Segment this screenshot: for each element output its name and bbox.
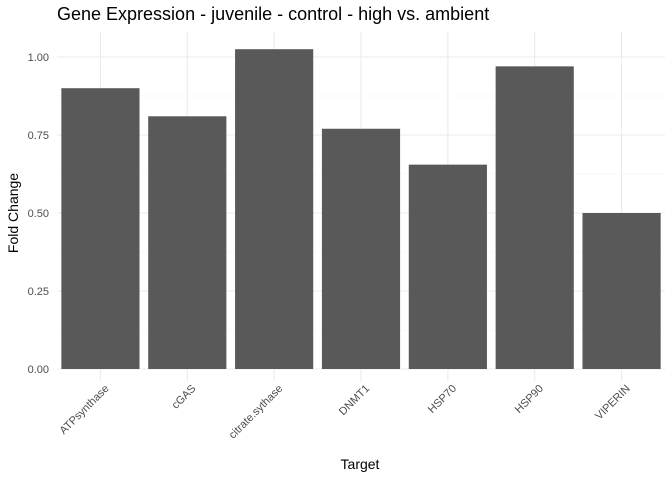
x-tick-label: citrate.sythase <box>227 383 286 442</box>
y-tick-label: 0.75 <box>28 130 49 142</box>
bar-VIPERIN <box>582 213 661 369</box>
bar-HSP70 <box>408 164 487 369</box>
bars <box>61 49 661 370</box>
bar-HSP90 <box>495 66 574 370</box>
x-tick-label: VIPERIN <box>593 383 633 423</box>
y-tick-label: 0.50 <box>28 208 49 220</box>
y-tick-label: 1.00 <box>28 52 49 64</box>
y-tick-label: 0.25 <box>28 286 49 298</box>
y-axis-title: Fold Change <box>5 173 21 253</box>
bar-cGAS <box>148 116 227 369</box>
chart-title: Gene Expression - juvenile - control - h… <box>57 4 489 24</box>
x-tick-label: cGAS <box>170 383 199 412</box>
y-tick-labels: 0.00 0.25 0.50 0.75 1.00 <box>28 52 49 376</box>
x-tick-label: HSP70 <box>426 383 459 416</box>
bar-citrate.sythase <box>235 49 314 369</box>
x-axis-title: Target <box>341 456 380 472</box>
x-tick-label: HSP90 <box>513 383 546 416</box>
bar-ATPsynthase <box>61 88 140 369</box>
x-tick-label: ATPsynthase <box>57 383 111 437</box>
y-tick-label: 0.00 <box>28 364 49 376</box>
bar-DNMT1 <box>321 128 401 369</box>
x-tick-label: DNMT1 <box>337 383 372 418</box>
x-tick-labels: ATPsynthase cGAS citrate.sythase DNMT1 HSP70… <box>57 383 632 442</box>
